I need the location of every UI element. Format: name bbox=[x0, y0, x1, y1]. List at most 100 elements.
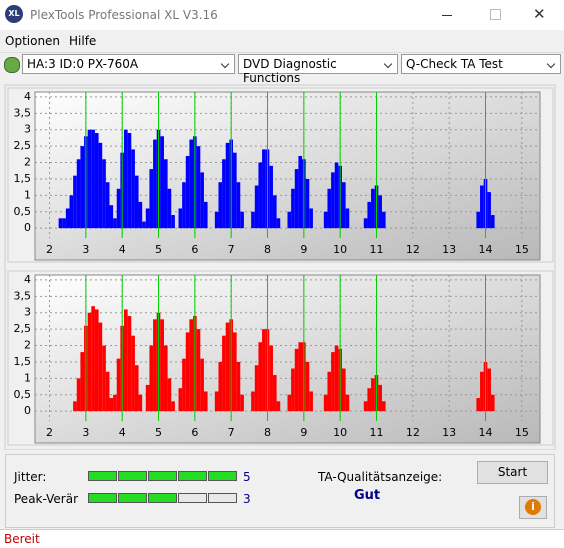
bar bbox=[269, 165, 273, 229]
bar bbox=[381, 211, 386, 229]
bar bbox=[233, 332, 237, 412]
bar bbox=[131, 149, 135, 229]
bar bbox=[371, 378, 375, 412]
drive-select[interactable]: HA:3 ID:0 PX-760A bbox=[22, 54, 235, 74]
bar bbox=[272, 375, 277, 412]
bar bbox=[105, 182, 110, 229]
bar bbox=[200, 358, 204, 412]
bar bbox=[98, 142, 103, 229]
y-tick-label: 2 bbox=[24, 156, 31, 169]
y-tick-label: 0,5 bbox=[14, 205, 32, 218]
meter-segment bbox=[208, 471, 237, 481]
bar bbox=[476, 398, 481, 412]
app-icon: XL bbox=[5, 5, 23, 23]
bar bbox=[233, 152, 237, 229]
bar bbox=[91, 306, 95, 412]
bar bbox=[94, 309, 99, 412]
bar bbox=[262, 329, 266, 412]
meter-segment bbox=[88, 471, 117, 481]
bar bbox=[134, 175, 139, 229]
close-button[interactable]: ✕ bbox=[533, 5, 546, 23]
bar bbox=[487, 192, 491, 229]
bar bbox=[480, 371, 484, 412]
bar bbox=[254, 185, 259, 229]
y-tick-label: 2,5 bbox=[14, 322, 32, 335]
bar bbox=[167, 378, 172, 412]
bar bbox=[363, 218, 368, 229]
charts: 00,511,522,533,542 3 4 5 6 7 8 9 10 11 12 13 14 1500,… bbox=[4, 84, 556, 450]
bar bbox=[345, 208, 350, 229]
bar bbox=[298, 342, 303, 412]
function-select[interactable]: DVD Diagnostic Functions bbox=[238, 54, 398, 85]
y-tick-label: 1 bbox=[24, 371, 31, 384]
x-tick-label: 8 bbox=[264, 426, 271, 439]
bar bbox=[182, 358, 186, 412]
bar bbox=[225, 142, 230, 229]
meter-segment bbox=[118, 471, 147, 481]
bar bbox=[305, 178, 310, 229]
y-tick-label: 0 bbox=[24, 221, 31, 234]
x-tick-label: 9 bbox=[300, 426, 307, 439]
x-tick-label: 5 bbox=[155, 243, 162, 256]
status-text: Bereit bbox=[4, 532, 40, 546]
bar bbox=[236, 182, 241, 229]
x-tick-label: 12 bbox=[406, 243, 420, 256]
maximize-button[interactable] bbox=[490, 9, 501, 20]
bar bbox=[341, 368, 346, 412]
bar bbox=[251, 391, 255, 412]
bar bbox=[222, 159, 226, 229]
start-button[interactable]: Start bbox=[477, 461, 548, 484]
bar bbox=[138, 394, 143, 412]
bar bbox=[480, 185, 484, 229]
bar bbox=[487, 368, 491, 412]
bar bbox=[381, 401, 386, 412]
bar bbox=[251, 211, 255, 229]
x-tick-label: 3 bbox=[82, 243, 89, 256]
jitter-label: Jitter: bbox=[14, 470, 47, 484]
bar bbox=[131, 335, 135, 412]
y-tick-label: 3 bbox=[24, 123, 31, 136]
bar bbox=[334, 162, 339, 229]
bar bbox=[240, 211, 244, 229]
bar bbox=[490, 394, 495, 412]
menu-item[interactable]: Hilfe bbox=[69, 34, 97, 48]
x-tick-label: 3 bbox=[82, 426, 89, 439]
bar bbox=[80, 146, 85, 229]
x-tick-label: 7 bbox=[228, 243, 235, 256]
bar bbox=[287, 394, 292, 412]
bar bbox=[109, 205, 114, 229]
y-tick-label: 1,5 bbox=[14, 355, 32, 368]
meter-segment bbox=[118, 493, 147, 503]
bar bbox=[294, 169, 299, 229]
bar bbox=[363, 401, 368, 412]
bar bbox=[153, 139, 157, 229]
bar bbox=[309, 391, 313, 412]
bar bbox=[269, 345, 273, 412]
bar bbox=[341, 182, 346, 229]
y-tick-label: 0 bbox=[24, 404, 31, 417]
bar bbox=[145, 208, 150, 229]
quality-label: TA-Qualitätsanzeige: bbox=[318, 470, 443, 484]
bar bbox=[160, 136, 164, 229]
bar bbox=[124, 309, 128, 412]
bar bbox=[185, 332, 190, 412]
x-tick-label: 11 bbox=[370, 243, 384, 256]
x-tick-label: 10 bbox=[333, 243, 347, 256]
bar bbox=[127, 133, 132, 229]
menu-item[interactable]: Optionen bbox=[5, 34, 61, 48]
bar bbox=[298, 155, 303, 229]
bar bbox=[218, 361, 223, 412]
minimize-button[interactable] bbox=[442, 15, 452, 16]
bar bbox=[113, 394, 117, 412]
y-tick-label: 3,5 bbox=[14, 106, 32, 119]
bar bbox=[189, 319, 194, 412]
info-button[interactable]: i bbox=[519, 496, 547, 519]
info-icon: i bbox=[525, 499, 541, 515]
bar bbox=[102, 345, 106, 412]
x-tick-label: 13 bbox=[442, 426, 456, 439]
test-select[interactable]: Q-Check TA Test bbox=[401, 54, 561, 74]
meter-segment bbox=[148, 493, 177, 503]
bar bbox=[331, 352, 335, 412]
window-title: PlexTools Professional XL V3.16 bbox=[30, 8, 218, 22]
